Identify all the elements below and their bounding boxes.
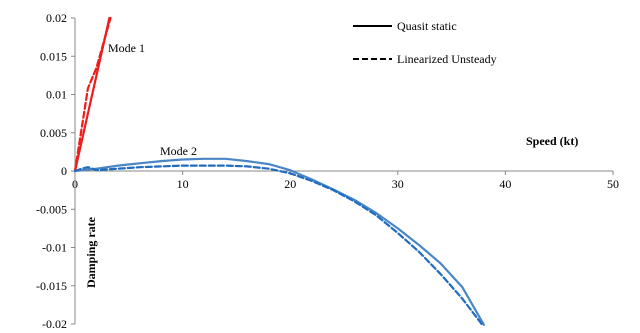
x-axis-ticks: 01020304050	[72, 171, 619, 191]
series-mode-2-dashed	[73, 164, 483, 326]
x-tick-label: 30	[392, 177, 404, 191]
y-tick-label: -0.01	[42, 241, 67, 255]
x-tick-label: 10	[177, 177, 189, 191]
series-mode-1-solid	[73, 16, 111, 173]
y-tick-label: 0.02	[46, 11, 67, 25]
y-tick-label: 0.005	[40, 126, 67, 140]
y-axis-label: Damping rate	[84, 216, 98, 288]
legend-label-linearized-unsteady: Linearized Unsteady	[397, 52, 497, 66]
y-axis-ticks: 0.02 0.015 0.01 0.005 0 -0.005 -0.01 -0.015 -0.0…	[36, 11, 75, 331]
series-mode-2-solid	[73, 157, 485, 326]
y-tick-label: -0.005	[36, 202, 67, 216]
x-tick-label: 20	[284, 177, 296, 191]
y-tick-label: 0	[61, 164, 67, 178]
y-tick-label: -0.02	[42, 317, 67, 331]
y-tick-label: 0.015	[40, 49, 67, 63]
mode2-annotation: Mode 2	[160, 144, 197, 158]
legend: Quasit static Linearized Unsteady	[353, 19, 497, 66]
series-lines	[73, 16, 485, 326]
x-tick-label: 40	[499, 177, 511, 191]
x-tick-label: 50	[607, 177, 619, 191]
y-tick-label: -0.015	[36, 279, 67, 293]
x-axis-label: Speed (kt)	[526, 134, 578, 148]
axes	[74, 18, 613, 324]
mode1-annotation: Mode 1	[108, 41, 145, 55]
y-tick-label: 0.01	[46, 88, 67, 102]
series-mode-1-dashed	[73, 16, 112, 173]
legend-label-quasi-static: Quasit static	[397, 19, 457, 33]
